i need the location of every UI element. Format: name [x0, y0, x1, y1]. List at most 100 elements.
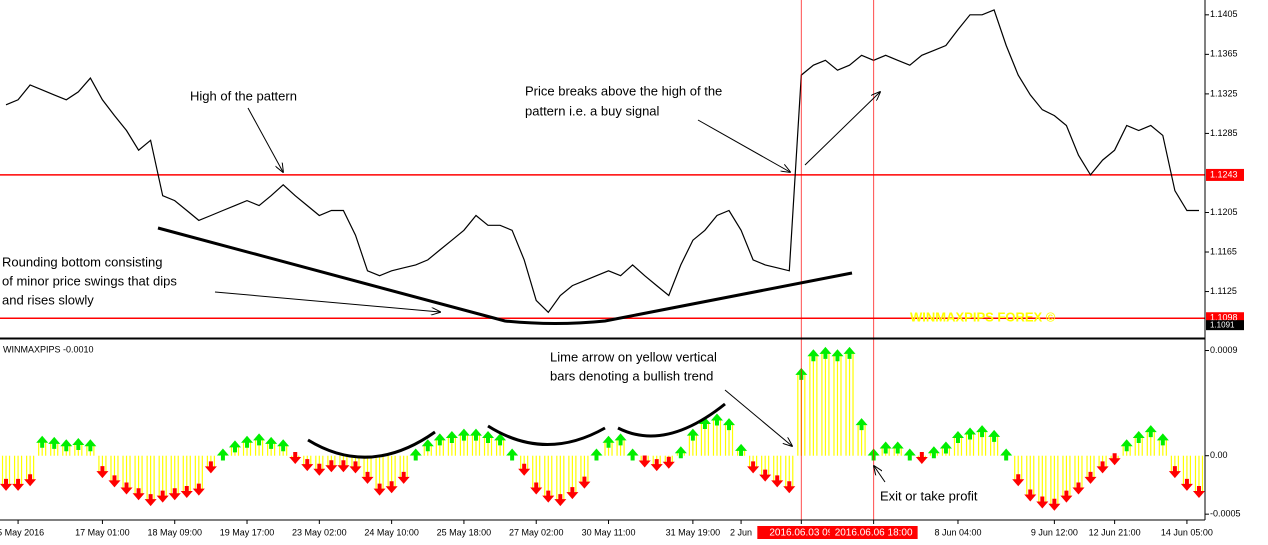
trend-arrow	[36, 435, 49, 448]
trend-arrow	[60, 439, 73, 452]
trend-arrow	[1120, 439, 1133, 452]
trend-arrow	[132, 488, 145, 501]
trend-arrow	[180, 485, 193, 498]
trend-arrow	[976, 425, 989, 438]
y-tick-label: 0.0009	[1210, 345, 1238, 355]
trend-arrow	[409, 448, 422, 461]
trend-arrow	[855, 418, 868, 431]
trend-arrow	[1144, 425, 1157, 438]
trend-arrow	[554, 494, 567, 507]
trend-arrow	[289, 452, 302, 465]
x-tick-label: 30 May 11:00	[582, 527, 636, 537]
trend-arrow	[819, 346, 832, 359]
trend-arrow	[710, 413, 723, 426]
trend-arrow	[482, 431, 495, 444]
x-tick-label: 2016.06.03 09	[769, 528, 833, 539]
y-tick-label: 1.1285	[1210, 128, 1238, 138]
x-tick-label: 8 Jun 04:00	[934, 527, 981, 537]
trend-arrow	[964, 427, 977, 440]
trend-arrow	[939, 441, 952, 454]
x-tick-label: 17 May 01:00	[75, 527, 130, 537]
annotation: of minor price swings that dips	[2, 273, 177, 288]
trend-arrow	[385, 481, 398, 494]
arrow	[697, 119, 790, 172]
arrow	[874, 466, 886, 483]
trend-arrow	[927, 446, 940, 459]
trend-arrow	[12, 478, 25, 491]
trend-arrow	[506, 448, 519, 461]
trend-arrow	[903, 448, 916, 461]
arrow	[247, 107, 283, 172]
trend-arrow	[698, 416, 711, 429]
x-tick-label: 25 May 18:00	[437, 527, 492, 537]
trend-arrow	[686, 428, 699, 441]
y-tick-label: 1.1205	[1210, 207, 1238, 217]
trend-arrow	[723, 418, 736, 431]
trend-arrow	[168, 488, 181, 501]
trend-arrow	[735, 443, 748, 456]
trend-arrow	[277, 439, 290, 452]
trend-arrow	[192, 483, 205, 496]
annotation: pattern i.e. a buy signal	[525, 103, 660, 118]
annotation: Lime arrow on yellow vertical	[550, 349, 717, 364]
trend-arrow	[265, 436, 278, 449]
annotation: bars denoting a bullish trend	[550, 368, 713, 383]
trend-arrow	[313, 463, 326, 476]
trend-arrow	[1084, 471, 1097, 484]
x-tick-label: 31 May 19:00	[666, 527, 721, 537]
trend-arrow	[662, 456, 675, 469]
trend-arrow	[325, 460, 338, 473]
trend-arrow	[542, 490, 555, 503]
level-label-bg	[1206, 168, 1244, 181]
trend-arrow	[1024, 489, 1037, 502]
trend-arrow	[337, 460, 350, 473]
swing-curve	[487, 424, 606, 446]
arrow	[214, 291, 440, 312]
annotation: Rounding bottom consisting	[2, 254, 162, 269]
trend-arrow	[469, 428, 482, 441]
trend-arrow	[530, 482, 543, 495]
x-tick-label: 9 Jun 12:00	[1031, 527, 1078, 537]
trend-arrow	[397, 471, 410, 484]
trend-arrow	[84, 439, 97, 452]
trend-arrow	[1096, 461, 1109, 474]
trend-arrow	[241, 435, 254, 448]
x-tick-label: 19 May 17:00	[220, 527, 275, 537]
trend-arrow	[72, 438, 85, 451]
trend-arrow	[590, 448, 603, 461]
trend-arrow	[1168, 466, 1181, 479]
trend-arrow	[494, 433, 507, 446]
trend-arrow	[421, 439, 434, 452]
trend-arrow	[783, 481, 796, 494]
y-tick-label: 1.1125	[1210, 286, 1237, 296]
trend-arrow	[891, 441, 904, 454]
price-label-bg	[1206, 320, 1244, 331]
trend-arrow	[216, 448, 229, 461]
trend-arrow	[771, 475, 784, 488]
x-tick-label: 27 May 02:00	[509, 527, 564, 537]
x-tick-label: 18 May 09:00	[147, 527, 202, 537]
trend-arrow	[831, 349, 844, 362]
trend-arrow	[120, 482, 133, 495]
arrow	[804, 92, 880, 166]
y-tick-label: -0.0005	[1210, 509, 1241, 519]
trend-arrow	[879, 441, 892, 454]
plot-layer	[0, 0, 1205, 520]
trend-arrow	[578, 476, 591, 489]
trend-arrow	[144, 494, 157, 507]
trend-arrow	[807, 349, 820, 362]
indicator-title: WINMAXPIPS -0.0010	[3, 344, 94, 354]
trend-arrow	[1156, 433, 1169, 446]
trend-arrow	[1048, 498, 1061, 511]
trend-arrow	[228, 440, 241, 453]
y-tick-label: 1.1405	[1210, 9, 1238, 19]
trend-arrow	[48, 436, 61, 449]
trend-arrow	[457, 428, 470, 441]
trend-arrow	[951, 431, 964, 444]
x-highlight-bg	[757, 526, 846, 539]
trend-arrow	[301, 459, 314, 472]
trend-arrow	[1012, 474, 1025, 487]
main-panel	[0, 0, 1205, 338]
trend-arrow	[988, 429, 1001, 442]
x-tick-label: 14 Jun 05:00	[1161, 527, 1213, 537]
